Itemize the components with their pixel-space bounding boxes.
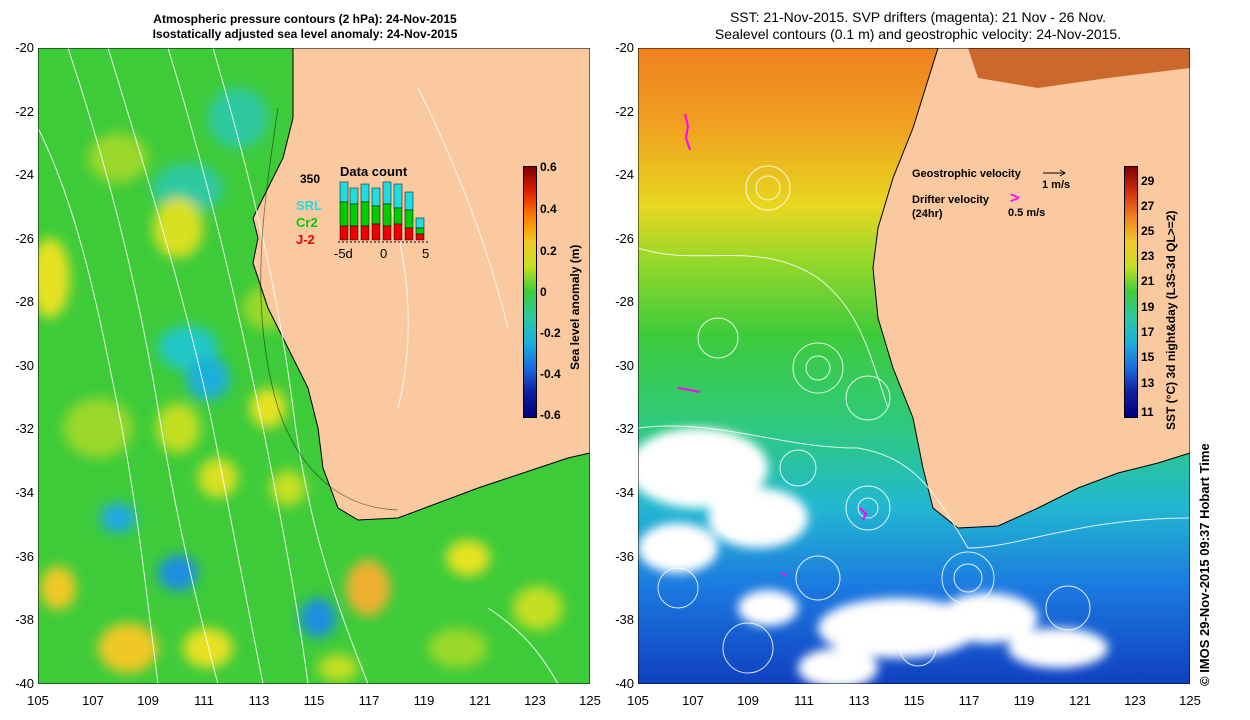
left-title-line2: Isostatically adjusted sea level anomaly… [152, 27, 458, 41]
y-tick: -20 [15, 40, 34, 55]
x-tick: 125 [1179, 693, 1201, 708]
cb-tick: -0.4 [540, 367, 561, 381]
y-tick: -32 [615, 421, 634, 436]
y-tick: -40 [615, 676, 634, 691]
sea-level-anomaly-map [38, 48, 590, 684]
x-tick: 115 [303, 693, 325, 708]
geo-velocity-label: Geostrophic velocity [912, 168, 1021, 180]
x-tick: 105 [27, 693, 49, 708]
cb-tick: 29 [1141, 174, 1155, 188]
x-tick: 111 [794, 693, 814, 708]
cb-tick: 0.6 [540, 160, 557, 174]
data-count-max: 350 [300, 172, 321, 186]
cb-tick: 23 [1141, 249, 1155, 263]
right-title-line2: Sealevel contours (0.1 m) and geostrophi… [714, 26, 1122, 42]
cb-tick: 0 [540, 285, 547, 299]
y-tick: -34 [615, 485, 634, 500]
y-tick: -40 [15, 676, 34, 691]
hist-xtick: 5 [422, 246, 430, 261]
sst-colorbar-label: SST (°C) 3d night&day (L3S-3d QL>=2) [1164, 210, 1178, 431]
y-tick: -36 [15, 549, 34, 564]
hist-xtick: 0 [380, 246, 388, 261]
x-tick: 105 [627, 693, 649, 708]
cb-tick: 11 [1141, 405, 1154, 419]
drifter-track [677, 387, 701, 393]
cb-tick: -0.2 [540, 326, 561, 340]
geo-velocity-arrow-icon [1043, 169, 1066, 177]
drifter-track [781, 572, 787, 577]
drifter-track [684, 113, 691, 151]
y-tick: -36 [615, 549, 634, 564]
cb-tick: 27 [1141, 199, 1155, 213]
y-tick: -24 [15, 167, 34, 182]
y-tick: -38 [615, 612, 634, 627]
cb-tick: 0.4 [540, 202, 557, 216]
y-tick: -22 [615, 104, 634, 119]
hist-xtick: -5d [334, 246, 353, 261]
drifter-arrow-icon: > [1010, 190, 1020, 207]
legend-cr2: Cr2 [296, 215, 318, 230]
x-tick: 115 [903, 693, 925, 708]
sst-map [638, 48, 1190, 684]
sea-level-colorbar-label: Sea level anomaly (m) [568, 244, 582, 370]
x-tick: 123 [1124, 693, 1146, 708]
y-tick: -38 [15, 612, 34, 627]
x-tick: 121 [469, 693, 491, 708]
x-tick: 123 [524, 693, 546, 708]
cb-tick: 13 [1141, 376, 1155, 390]
cb-tick: 15 [1141, 350, 1155, 364]
drifter-track [859, 507, 868, 521]
x-tick: 107 [682, 693, 704, 708]
drifter-velocity-sub: (24hr) [912, 208, 943, 220]
cb-tick: -0.6 [540, 408, 561, 422]
x-tick: 109 [137, 693, 159, 708]
y-tick: -32 [15, 421, 34, 436]
y-tick: -22 [15, 104, 34, 119]
left-title-line1: Atmospheric pressure contours (2 hPa): 2… [153, 12, 457, 26]
y-tick: -26 [615, 231, 634, 246]
x-tick: 113 [248, 693, 270, 708]
y-tick: -24 [615, 167, 634, 182]
imos-credit: © IMOS 29-Nov-2015 09:37 Hobart Time [1197, 443, 1212, 686]
y-tick: -30 [15, 358, 34, 373]
right-title-line1: SST: 21-Nov-2015. SVP drifters (magenta)… [729, 9, 1107, 25]
x-tick: 119 [413, 693, 435, 708]
x-tick: 119 [1013, 693, 1035, 708]
y-tick: -34 [15, 485, 34, 500]
y-tick: -26 [15, 231, 34, 246]
legend-j2: J-2 [296, 232, 315, 247]
x-tick: 117 [358, 693, 380, 708]
x-tick: 111 [194, 693, 214, 708]
data-count-title: Data count [340, 164, 408, 179]
cb-tick: 0.2 [540, 244, 557, 258]
y-tick: -30 [615, 358, 634, 373]
data-count-histogram [338, 181, 428, 243]
drifter-velocity-scale: 0.5 m/s [1008, 207, 1046, 219]
cb-tick: 21 [1141, 274, 1155, 288]
x-tick: 107 [82, 693, 104, 708]
y-tick: -20 [615, 40, 634, 55]
x-tick: 117 [958, 693, 980, 708]
cb-tick: 25 [1141, 224, 1155, 238]
x-tick: 109 [737, 693, 759, 708]
drifter-velocity-label: Drifter velocity [912, 194, 990, 206]
geo-velocity-scale: 1 m/s [1042, 179, 1071, 191]
cb-tick: 19 [1141, 300, 1155, 314]
x-tick: 125 [579, 693, 601, 708]
x-tick: 113 [848, 693, 870, 708]
bar [339, 181, 425, 241]
y-tick: -28 [615, 294, 634, 309]
legend-srl: SRL [296, 198, 322, 213]
cb-tick: 17 [1141, 325, 1155, 339]
x-tick: 121 [1069, 693, 1091, 708]
y-tick: -28 [15, 294, 34, 309]
